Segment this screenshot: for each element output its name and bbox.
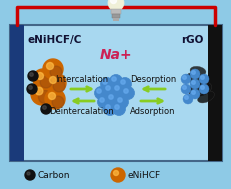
Circle shape [110,0,116,4]
Circle shape [94,87,107,99]
Circle shape [97,95,110,108]
Circle shape [105,105,110,109]
Circle shape [30,73,33,76]
Circle shape [200,76,204,79]
Circle shape [189,79,199,89]
Circle shape [182,94,192,104]
Circle shape [108,0,123,11]
Circle shape [108,95,113,99]
Circle shape [113,170,118,176]
Circle shape [31,83,53,105]
Circle shape [43,59,63,79]
Ellipse shape [188,82,211,96]
Circle shape [52,96,64,108]
Circle shape [191,91,195,94]
Circle shape [189,69,199,79]
Text: eNiHCF/C: eNiHCF/C [28,35,82,45]
Ellipse shape [197,91,213,103]
Circle shape [110,168,125,182]
Circle shape [48,92,55,99]
Text: Intercalation: Intercalation [55,75,108,84]
Bar [10,25,24,161]
Circle shape [45,89,65,109]
Circle shape [103,102,116,115]
Circle shape [191,81,195,84]
Circle shape [112,102,125,115]
Circle shape [191,71,195,74]
Circle shape [46,73,66,93]
Ellipse shape [186,73,205,85]
Circle shape [103,84,116,97]
Circle shape [182,86,185,89]
Circle shape [100,77,113,91]
Bar [112,14,119,18]
Circle shape [50,66,62,78]
Circle shape [106,92,119,105]
Circle shape [184,96,188,99]
Circle shape [102,80,107,84]
Circle shape [189,89,199,99]
Circle shape [121,87,134,99]
Bar [110,9,121,14]
Circle shape [96,89,101,93]
Bar [207,25,221,161]
Circle shape [43,106,46,109]
Circle shape [38,90,51,104]
Circle shape [33,69,53,89]
Circle shape [117,98,122,102]
Circle shape [46,63,53,70]
Circle shape [198,84,208,94]
Circle shape [29,86,32,89]
Circle shape [114,105,119,109]
Circle shape [40,76,52,88]
Text: eNiHCF: eNiHCF [128,170,161,180]
Circle shape [109,74,122,88]
Text: Deintercalation: Deintercalation [49,107,114,116]
Circle shape [53,80,65,92]
Text: Desorption: Desorption [129,75,175,84]
Circle shape [111,77,116,81]
Circle shape [41,104,51,114]
Circle shape [25,170,35,180]
Text: Carbon: Carbon [38,170,70,180]
Circle shape [35,87,43,95]
Circle shape [99,98,104,102]
Circle shape [49,77,56,84]
Text: Na+: Na+ [99,48,132,62]
Circle shape [27,84,37,94]
Circle shape [114,86,119,90]
Circle shape [123,89,128,93]
Circle shape [198,74,208,84]
Circle shape [112,84,125,97]
Text: rGO: rGO [181,35,203,45]
Circle shape [105,86,110,90]
Bar [112,18,119,21]
Circle shape [120,80,125,84]
Ellipse shape [189,66,205,76]
Text: Adsorption: Adsorption [130,107,175,116]
Bar [10,25,221,161]
Circle shape [180,74,190,84]
Circle shape [118,77,131,91]
Circle shape [36,73,43,80]
Circle shape [182,76,185,79]
Circle shape [200,86,204,89]
Circle shape [28,71,38,81]
Circle shape [27,172,30,175]
Circle shape [180,84,190,94]
Circle shape [115,95,128,108]
